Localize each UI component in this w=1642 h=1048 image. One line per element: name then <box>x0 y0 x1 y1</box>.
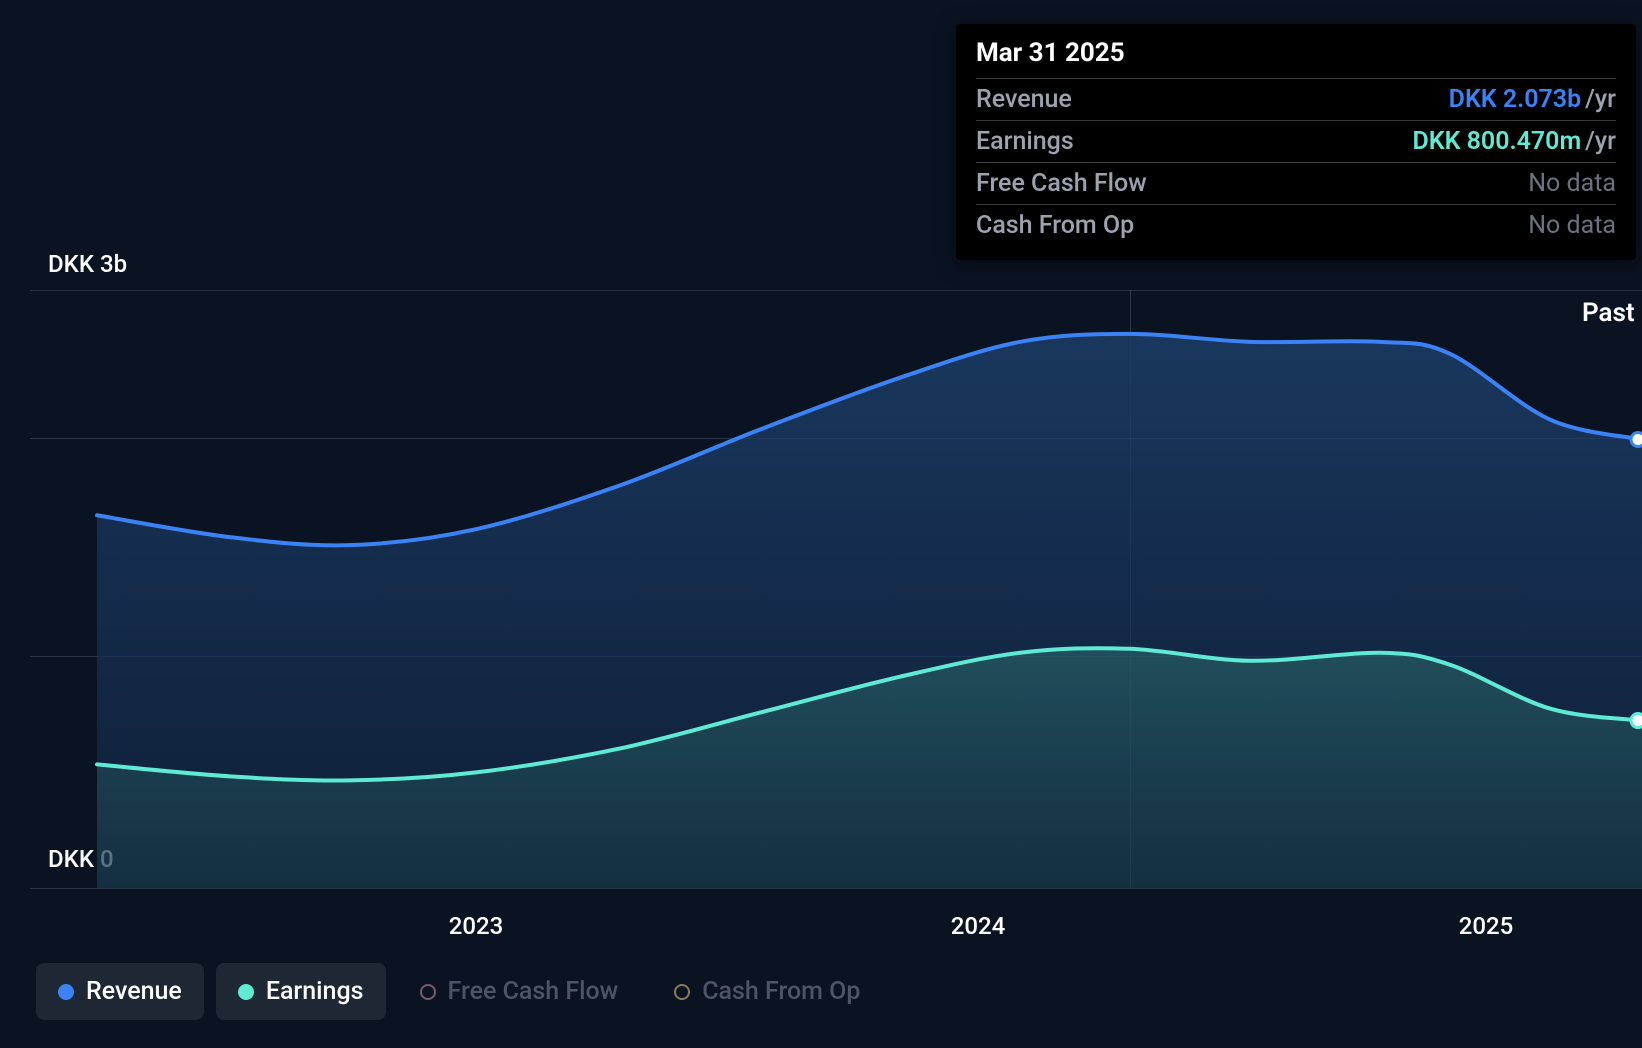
legend-item-label: Cash From Op <box>702 977 860 1006</box>
tooltip-row-label: Revenue <box>976 85 1072 114</box>
tooltip-row-nodata: No data <box>1528 211 1616 240</box>
legend-dot-icon <box>58 984 74 1000</box>
tooltip-row: Revenue DKK 2.073b/yr <box>976 78 1616 120</box>
legend-item-cash_from_op[interactable]: Cash From Op <box>652 963 882 1020</box>
legend-item-free_cash_flow[interactable]: Free Cash Flow <box>398 963 641 1020</box>
earnings-end-marker <box>1631 714 1642 728</box>
legend-item-revenue[interactable]: Revenue <box>36 963 204 1020</box>
tooltip-row-label: Free Cash Flow <box>976 169 1147 198</box>
tooltip-row: Free Cash Flow No data <box>976 162 1616 204</box>
legend-item-label: Revenue <box>86 977 182 1006</box>
legend-ring-icon <box>674 984 690 1000</box>
tooltip-date: Mar 31 2025 <box>976 38 1616 68</box>
legend-dot-icon <box>238 984 254 1000</box>
tooltip-row-label: Cash From Op <box>976 211 1134 240</box>
tooltip-row-value: DKK 800.470m/yr <box>1412 127 1616 156</box>
tooltip-row: Cash From Op No data <box>976 204 1616 246</box>
legend-item-label: Earnings <box>266 977 364 1006</box>
chart-legend: Revenue Earnings Free Cash Flow Cash From O… <box>36 963 882 1020</box>
tooltip-row-nodata: No data <box>1528 169 1616 198</box>
legend-item-earnings[interactable]: Earnings <box>216 963 386 1020</box>
legend-item-label: Free Cash Flow <box>448 977 619 1006</box>
tooltip-row-label: Earnings <box>976 127 1074 156</box>
revenue-end-marker <box>1631 433 1642 447</box>
financials-chart: DKK 3bDKK 0 202320242025 Past Mar 31 202… <box>0 0 1642 1048</box>
tooltip-row: Earnings DKK 800.470m/yr <box>976 120 1616 162</box>
legend-ring-icon <box>420 984 436 1000</box>
chart-tooltip: Mar 31 2025 Revenue DKK 2.073b/yr Earnings… <box>956 24 1636 260</box>
tooltip-row-value: DKK 2.073b/yr <box>1449 85 1616 114</box>
